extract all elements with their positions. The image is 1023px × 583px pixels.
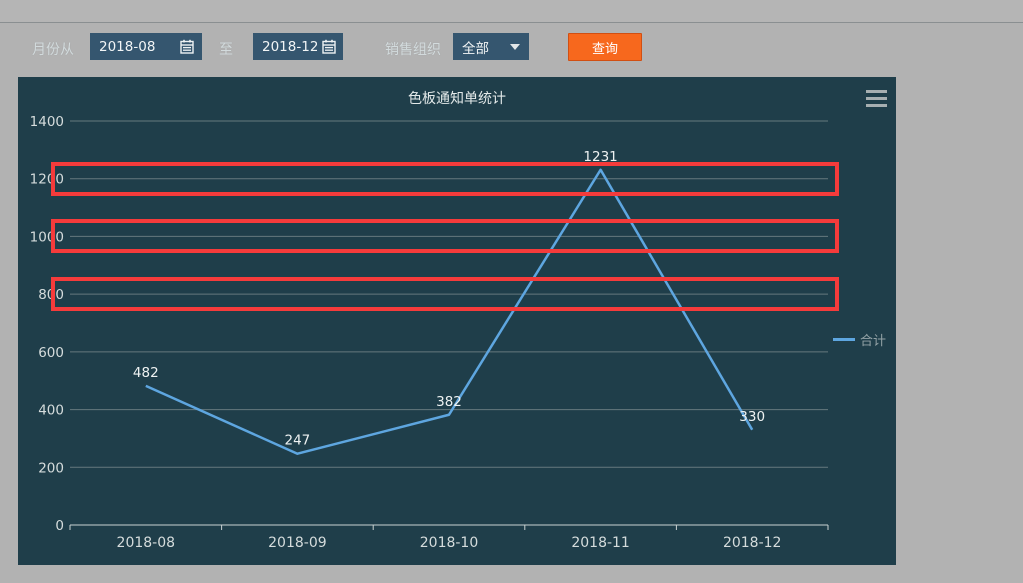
y-axis-tick-label: 0 (55, 518, 64, 534)
legend-line-marker (833, 338, 855, 341)
legend-label: 合计 (860, 334, 887, 349)
data-point-label: 382 (436, 394, 462, 410)
chart-panel: 色板通知单统计 0 200 400 600 800 1000 1200 1400 2018-08… (18, 77, 896, 565)
data-point-label: 247 (285, 433, 311, 449)
y-axis-tick-label: 1000 (30, 229, 64, 245)
data-point-label: 330 (739, 409, 765, 425)
y-axis-tick-label: 600 (38, 345, 64, 361)
calendar-icon[interactable] (322, 39, 336, 54)
date-from-input[interactable] (90, 33, 202, 60)
series-line (145, 168, 754, 455)
chart-menu-icon[interactable] (866, 90, 887, 107)
x-axis-tick-label: 2018-08 (117, 535, 176, 551)
x-axis-tick-label: 2018-12 (723, 535, 782, 551)
chart-title: 色板通知单统计 (408, 91, 506, 107)
to-label: 至 (219, 42, 233, 58)
sales-org-select[interactable]: 全部 (453, 33, 529, 60)
header-strip (0, 0, 1023, 23)
month-from-label: 月份从 (32, 42, 74, 58)
x-axis-tick-label: 2018-09 (268, 535, 327, 551)
sales-org-selected-value: 全部 (462, 40, 489, 57)
y-axis-tick-label: 400 (38, 403, 64, 419)
legend-item-total[interactable]: 合计 (833, 330, 886, 349)
data-point-label: 1231 (583, 149, 617, 165)
y-axis-tick-label: 200 (38, 460, 64, 476)
y-axis-tick-label: 1400 (30, 114, 64, 130)
line-chart-canvas: 0 200 400 600 800 1000 1200 1400 2018-08 2018-09 2… (30, 114, 829, 551)
sales-org-label: 销售组织 (385, 42, 441, 58)
y-axis-tick-label: 1200 (30, 172, 64, 188)
calendar-icon[interactable] (180, 39, 194, 54)
x-axis-tick-label: 2018-11 (571, 535, 630, 551)
chevron-down-icon (510, 44, 520, 50)
date-to-input[interactable] (253, 33, 343, 60)
y-axis-tick-label: 800 (38, 287, 64, 303)
data-point-label: 482 (133, 365, 159, 381)
query-button[interactable]: 查询 (568, 33, 642, 61)
x-axis-tick-label: 2018-10 (420, 535, 479, 551)
